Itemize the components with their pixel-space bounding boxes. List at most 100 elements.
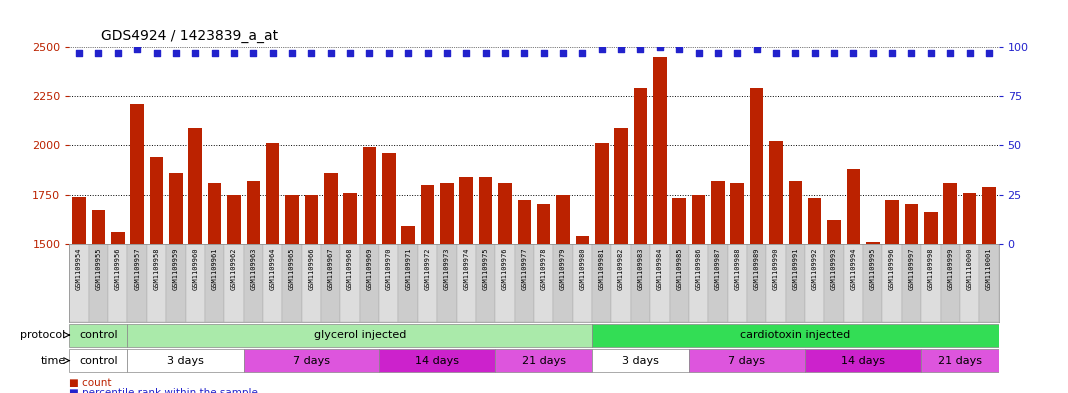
Text: GSM1109971: GSM1109971	[405, 248, 411, 290]
Text: GSM1109978: GSM1109978	[540, 248, 547, 290]
Text: GSM1109968: GSM1109968	[347, 248, 354, 290]
Bar	[302, 244, 321, 322]
Text: GSM1109956: GSM1109956	[115, 248, 121, 290]
Text: cardiotoxin injected: cardiotoxin injected	[740, 330, 850, 340]
Point	[361, 50, 378, 56]
Bar	[343, 193, 357, 244]
Bar	[224, 244, 244, 322]
Bar	[750, 88, 764, 244]
Bar	[167, 244, 186, 322]
Bar	[457, 244, 476, 322]
Bar	[169, 173, 183, 244]
Text: GSM1109999: GSM1109999	[947, 248, 953, 290]
Bar	[402, 226, 415, 244]
Point	[399, 50, 417, 56]
Point	[787, 50, 804, 56]
Bar	[786, 244, 805, 322]
Bar	[653, 57, 666, 244]
Bar	[689, 244, 708, 322]
Text: GSM1109995: GSM1109995	[869, 248, 876, 290]
Bar	[866, 242, 880, 244]
Bar	[398, 244, 418, 322]
Bar	[127, 349, 244, 372]
Bar	[459, 177, 473, 244]
Bar	[73, 196, 85, 244]
Text: control: control	[79, 330, 117, 340]
Text: GSM1109982: GSM1109982	[618, 248, 624, 290]
Bar	[673, 198, 686, 244]
Point	[768, 50, 785, 56]
Point	[168, 50, 185, 56]
Point	[497, 50, 514, 56]
Text: GSM1109967: GSM1109967	[328, 248, 333, 290]
Bar	[731, 183, 744, 244]
Point	[70, 50, 88, 56]
Point	[902, 50, 920, 56]
Bar	[266, 143, 280, 244]
Bar	[592, 349, 689, 372]
Bar	[379, 349, 496, 372]
Text: 14 days: 14 days	[842, 356, 885, 365]
Bar	[379, 244, 398, 322]
Text: 3 days: 3 days	[622, 356, 659, 365]
Bar	[518, 200, 531, 244]
Text: GSM1109959: GSM1109959	[173, 248, 178, 290]
Bar	[69, 323, 127, 347]
Bar	[515, 244, 534, 322]
Text: GSM1109974: GSM1109974	[464, 248, 469, 290]
Text: GSM1109970: GSM1109970	[386, 248, 392, 290]
Bar	[807, 198, 821, 244]
Text: GSM1109981: GSM1109981	[599, 248, 604, 290]
Bar	[788, 181, 802, 244]
Bar	[247, 181, 261, 244]
Text: glycerol injected: glycerol injected	[314, 330, 406, 340]
Point	[883, 50, 900, 56]
Bar	[943, 183, 957, 244]
Text: GSM1109955: GSM1109955	[95, 248, 101, 290]
Text: 21 days: 21 days	[938, 356, 981, 365]
Bar	[576, 236, 590, 244]
Point	[380, 50, 397, 56]
Text: GSM1109977: GSM1109977	[521, 248, 528, 290]
Bar	[901, 244, 921, 322]
Bar	[498, 183, 512, 244]
Point	[303, 50, 320, 56]
Bar	[805, 349, 921, 372]
Bar	[130, 104, 144, 244]
Point	[206, 50, 223, 56]
Bar	[534, 244, 553, 322]
Bar	[747, 244, 767, 322]
Text: 3 days: 3 days	[167, 356, 204, 365]
Bar	[437, 244, 457, 322]
Point	[90, 50, 107, 56]
Text: 7 days: 7 days	[293, 356, 330, 365]
Text: GSM1109988: GSM1109988	[735, 248, 740, 290]
Bar	[89, 244, 108, 322]
Text: GSM1109965: GSM1109965	[289, 248, 295, 290]
Bar	[614, 128, 628, 244]
Bar	[208, 183, 221, 244]
Text: ■ count: ■ count	[69, 378, 112, 388]
Text: time: time	[41, 356, 65, 365]
Text: GSM1109969: GSM1109969	[366, 248, 373, 290]
Point	[535, 50, 552, 56]
Point	[245, 50, 262, 56]
Text: GSM1109998: GSM1109998	[928, 248, 933, 290]
Bar	[924, 212, 938, 244]
Bar	[227, 195, 240, 244]
Bar	[592, 323, 999, 347]
Bar	[92, 210, 106, 244]
Bar	[363, 147, 376, 244]
Bar	[905, 204, 918, 244]
Text: GSM1109980: GSM1109980	[580, 248, 585, 290]
Text: GSM1109997: GSM1109997	[909, 248, 914, 290]
Bar	[496, 349, 592, 372]
Text: GSM1109992: GSM1109992	[812, 248, 818, 290]
Bar	[146, 244, 167, 322]
Text: GSM1109983: GSM1109983	[638, 248, 643, 290]
Bar	[863, 244, 882, 322]
Text: GSM1109984: GSM1109984	[657, 248, 663, 290]
Bar	[941, 244, 960, 322]
Bar	[282, 244, 302, 322]
Bar	[304, 195, 318, 244]
